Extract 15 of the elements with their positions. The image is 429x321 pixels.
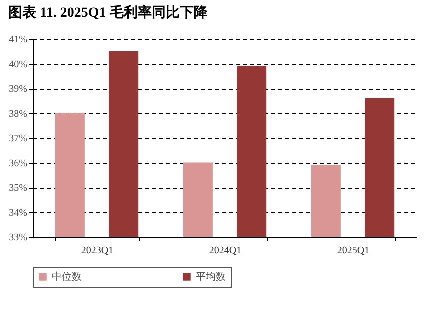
legend-label: 平均数 (196, 271, 226, 283)
y-tick-label: 36% (9, 158, 28, 170)
y-tick-label: 33% (9, 232, 28, 244)
x-tick-label: 2023Q1 (81, 246, 114, 256)
x-tick-label: 2025Q1 (337, 246, 370, 256)
y-tick-label: 40% (9, 59, 28, 70)
y-tick-label: 41% (9, 34, 28, 46)
legend-label: 中位数 (52, 271, 82, 283)
y-tick-label: 35% (9, 183, 28, 194)
x-tick-label: 2024Q1 (209, 246, 242, 256)
y-tick-label: 39% (9, 84, 28, 95)
y-tick-label: 34% (9, 208, 28, 219)
y-tick-label: 37% (9, 134, 28, 144)
y-tick-label: 38% (9, 108, 28, 120)
chart-title: 图表 11. 2025Q1 毛利率同比下降 (8, 4, 209, 21)
